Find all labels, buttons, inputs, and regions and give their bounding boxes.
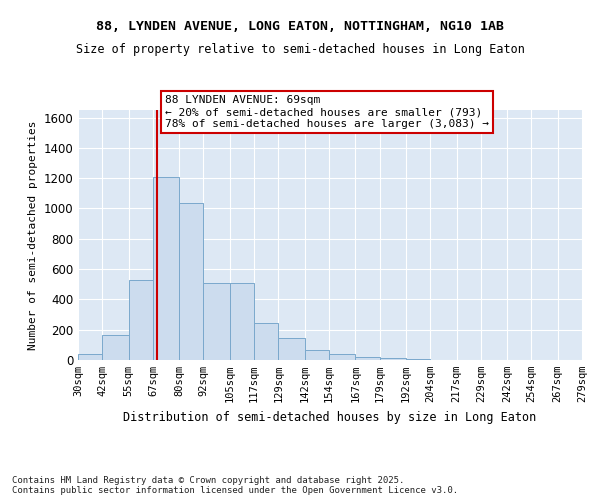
Bar: [230, 284, 254, 360]
Bar: [179, 203, 203, 360]
Y-axis label: Number of semi-detached properties: Number of semi-detached properties: [28, 120, 38, 350]
Bar: [203, 284, 230, 360]
Bar: [355, 357, 380, 360]
Bar: [406, 359, 430, 360]
X-axis label: Distribution of semi-detached houses by size in Long Eaton: Distribution of semi-detached houses by …: [124, 410, 536, 424]
Bar: [305, 350, 329, 360]
Bar: [278, 338, 305, 360]
Bar: [128, 280, 153, 360]
Bar: [153, 176, 179, 360]
Bar: [380, 358, 406, 360]
Text: 88 LYNDEN AVENUE: 69sqm
← 20% of semi-detached houses are smaller (793)
78% of s: 88 LYNDEN AVENUE: 69sqm ← 20% of semi-de…: [165, 96, 489, 128]
Text: Size of property relative to semi-detached houses in Long Eaton: Size of property relative to semi-detach…: [76, 42, 524, 56]
Text: Contains HM Land Registry data © Crown copyright and database right 2025.
Contai: Contains HM Land Registry data © Crown c…: [12, 476, 458, 495]
Text: 88, LYNDEN AVENUE, LONG EATON, NOTTINGHAM, NG10 1AB: 88, LYNDEN AVENUE, LONG EATON, NOTTINGHA…: [96, 20, 504, 33]
Bar: [78, 354, 102, 360]
Bar: [102, 335, 128, 360]
Bar: [329, 354, 355, 360]
Bar: [254, 323, 278, 360]
